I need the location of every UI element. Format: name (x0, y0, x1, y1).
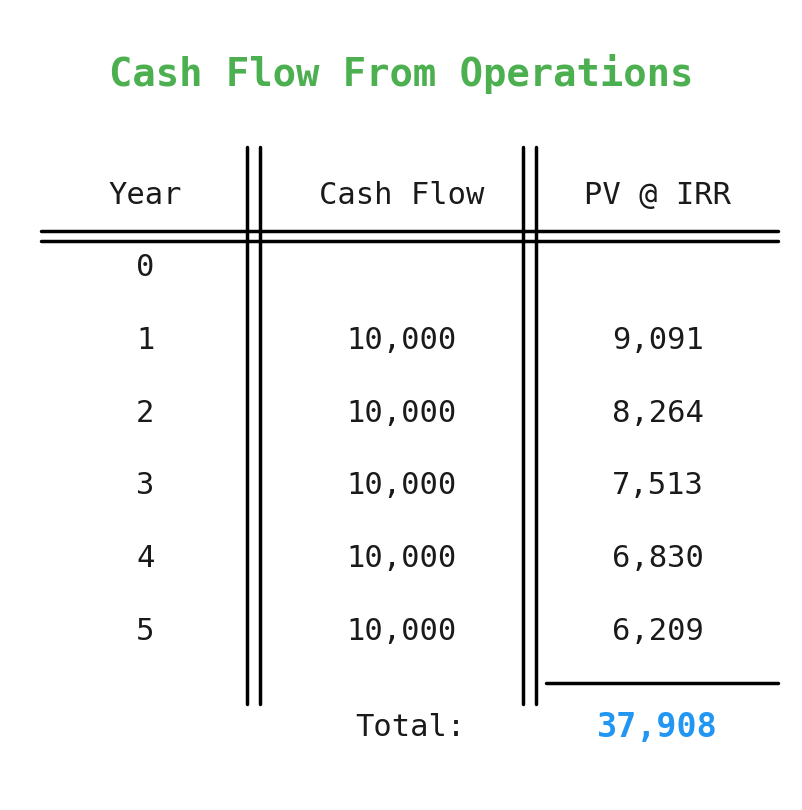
Text: 9,091: 9,091 (611, 326, 703, 355)
Text: PV @ IRR: PV @ IRR (583, 181, 730, 210)
Text: 7,513: 7,513 (611, 471, 703, 501)
Text: Cash Flow: Cash Flow (318, 181, 484, 210)
Text: 0: 0 (136, 254, 155, 282)
Text: 10,000: 10,000 (346, 544, 456, 573)
Text: 2: 2 (136, 399, 155, 428)
Text: Year: Year (108, 181, 182, 210)
Text: Cash Flow From Operations: Cash Flow From Operations (109, 54, 693, 94)
Text: 5: 5 (136, 616, 155, 646)
Text: 37,908: 37,908 (597, 711, 717, 744)
Text: 8,264: 8,264 (611, 399, 703, 428)
Text: 10,000: 10,000 (346, 616, 456, 646)
Text: 4: 4 (136, 544, 155, 573)
Text: 10,000: 10,000 (346, 326, 456, 355)
Text: 6,830: 6,830 (611, 544, 703, 573)
Text: 10,000: 10,000 (346, 471, 456, 501)
Text: 3: 3 (136, 471, 155, 501)
Text: 6,209: 6,209 (611, 616, 703, 646)
Text: Total:: Total: (354, 714, 465, 743)
Text: 1: 1 (136, 326, 155, 355)
Text: 10,000: 10,000 (346, 399, 456, 428)
